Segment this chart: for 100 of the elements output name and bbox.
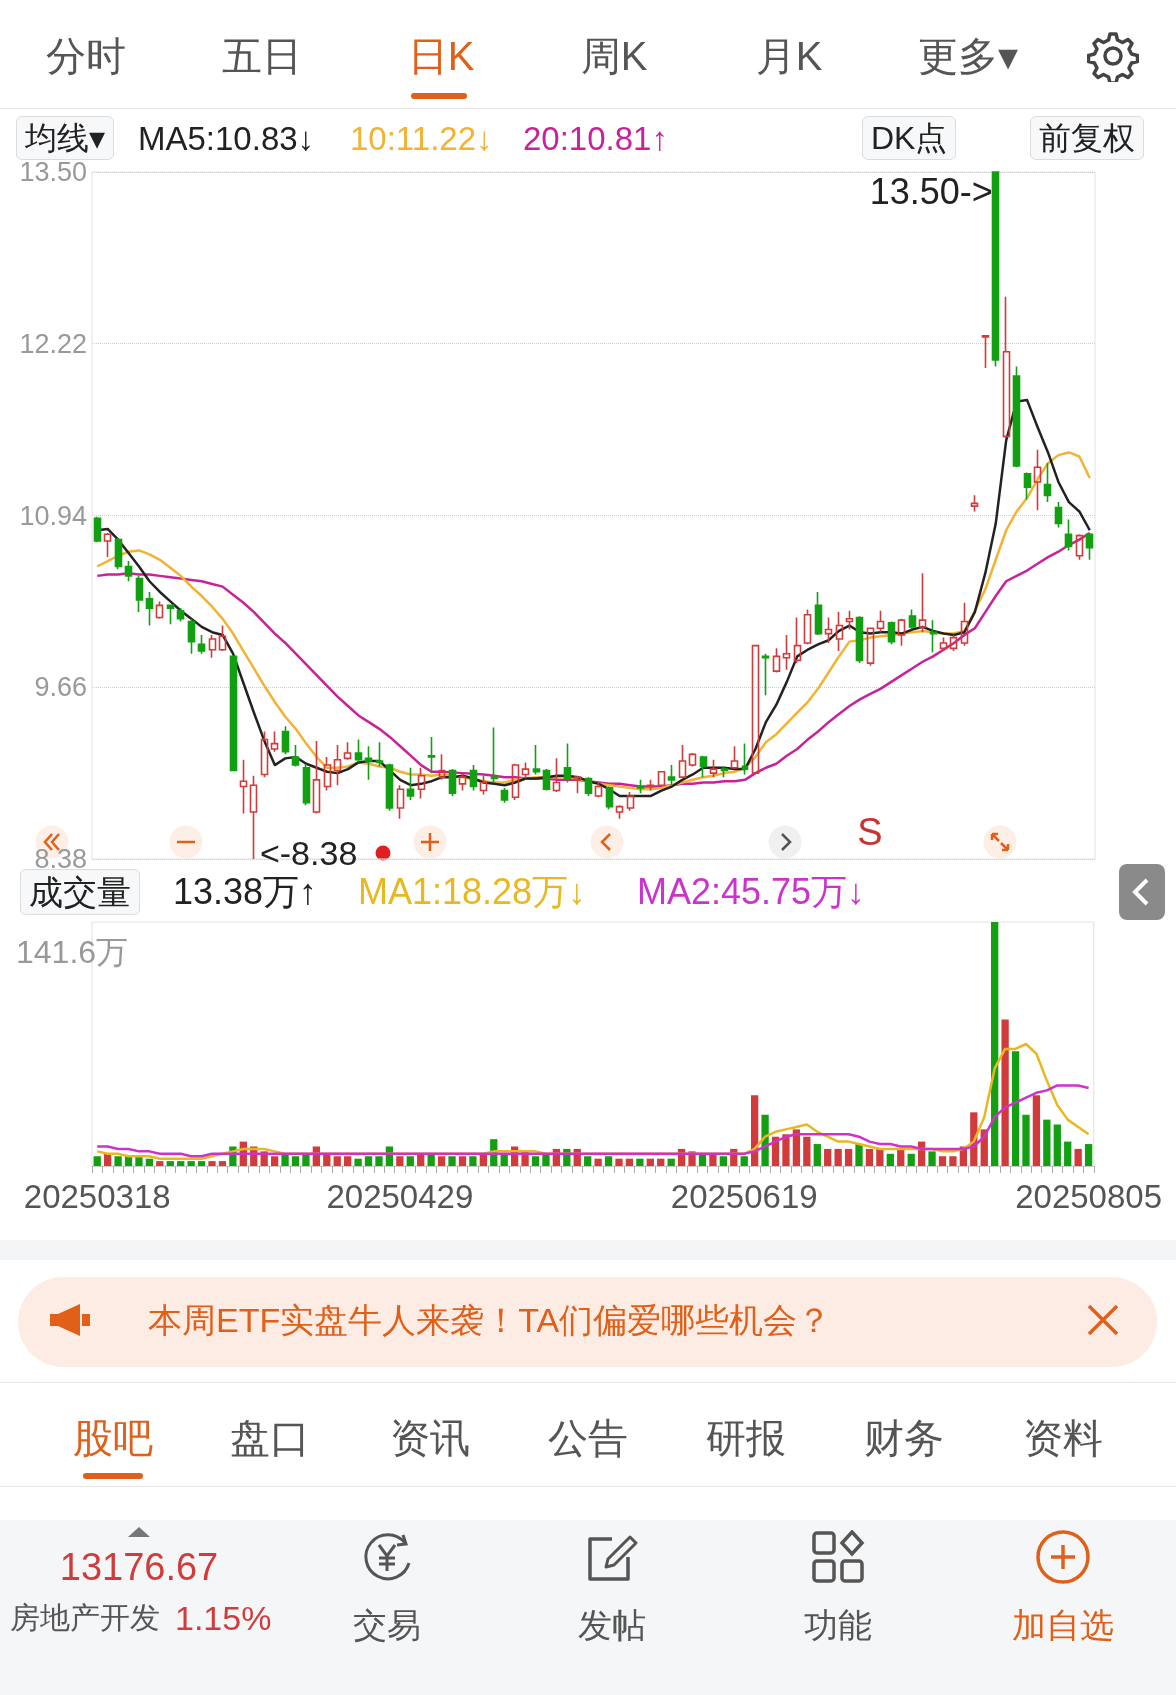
bar bbox=[354, 1158, 362, 1166]
bar bbox=[396, 1156, 404, 1166]
candlestick bbox=[678, 744, 687, 778]
candlestick bbox=[438, 753, 446, 781]
candlestick bbox=[584, 776, 593, 797]
candlestick bbox=[573, 775, 582, 795]
bar bbox=[344, 1156, 352, 1166]
candlestick bbox=[667, 764, 676, 786]
bar bbox=[834, 1148, 842, 1166]
text: 发帖 bbox=[578, 1606, 646, 1644]
candlestick bbox=[354, 738, 363, 764]
candlestick bbox=[406, 766, 415, 801]
bar bbox=[604, 1156, 613, 1166]
bar bbox=[886, 1153, 894, 1166]
text: 股吧 bbox=[73, 1416, 153, 1460]
candlestick bbox=[991, 171, 1000, 368]
candlestick bbox=[542, 768, 551, 792]
text: MA2:45.75万↓ bbox=[637, 871, 866, 912]
bar bbox=[1074, 1148, 1082, 1166]
candlestick bbox=[981, 334, 990, 369]
bar bbox=[949, 1156, 957, 1166]
candlestick bbox=[187, 618, 196, 655]
candlestick bbox=[229, 655, 238, 772]
candlestick bbox=[396, 784, 405, 820]
text: 资讯 bbox=[390, 1416, 470, 1460]
bar bbox=[531, 1156, 540, 1166]
candlestick bbox=[532, 744, 541, 776]
bar bbox=[542, 1153, 550, 1166]
annotation: 13.50-> bbox=[869, 171, 993, 212]
candlestick bbox=[1033, 448, 1042, 511]
bar bbox=[667, 1158, 675, 1166]
bar bbox=[865, 1148, 874, 1166]
text: 周K bbox=[580, 34, 648, 78]
text: 13176.67 bbox=[59, 1546, 219, 1588]
text: 加自选 bbox=[1012, 1606, 1114, 1644]
bar bbox=[636, 1158, 644, 1166]
candlestick bbox=[835, 611, 844, 652]
bar bbox=[375, 1156, 383, 1166]
candlestick bbox=[500, 787, 509, 804]
candlestick bbox=[730, 745, 739, 770]
y-tick-label: 13.50 bbox=[19, 157, 87, 187]
candlestick bbox=[103, 532, 112, 558]
candlestick bbox=[166, 604, 175, 625]
candlestick bbox=[908, 608, 917, 631]
bar bbox=[709, 1153, 717, 1166]
candlestick bbox=[615, 804, 624, 820]
bar bbox=[625, 1158, 634, 1166]
bar bbox=[448, 1156, 456, 1166]
candlestick bbox=[887, 620, 896, 646]
text: 分时 bbox=[46, 34, 126, 78]
candlestick bbox=[866, 627, 875, 667]
y-tick-label: 10.94 bbox=[19, 500, 87, 531]
candlestick bbox=[114, 537, 123, 570]
candlestick bbox=[176, 607, 185, 623]
text: 财务 bbox=[864, 1416, 944, 1460]
candlestick bbox=[302, 762, 311, 807]
candlestick bbox=[1064, 518, 1073, 552]
y-tick-label: 12.22 bbox=[19, 328, 87, 359]
bar bbox=[93, 1156, 101, 1166]
candlestick bbox=[772, 647, 781, 674]
candlestick bbox=[333, 744, 342, 786]
candlestick bbox=[803, 608, 812, 646]
candlestick bbox=[364, 745, 373, 781]
candlestick bbox=[1043, 462, 1052, 503]
bar bbox=[1001, 1019, 1009, 1166]
bar bbox=[218, 1161, 227, 1166]
candlestick bbox=[479, 775, 488, 796]
candlestick bbox=[657, 770, 666, 788]
candlestick bbox=[563, 742, 572, 784]
candlestick bbox=[793, 616, 802, 664]
candlestick bbox=[688, 752, 697, 768]
candlestick bbox=[949, 634, 958, 652]
bar bbox=[270, 1156, 279, 1166]
candlestick bbox=[281, 725, 290, 756]
bar bbox=[938, 1156, 947, 1166]
candlestick bbox=[626, 791, 635, 812]
candlestick bbox=[939, 636, 948, 652]
candlestick bbox=[824, 616, 833, 644]
candlestick bbox=[93, 516, 102, 544]
annotation: <-8.38 bbox=[259, 834, 358, 872]
text: 盘口 bbox=[230, 1416, 310, 1460]
bar bbox=[594, 1158, 602, 1166]
candlestick bbox=[876, 609, 885, 634]
bar bbox=[281, 1153, 289, 1166]
bar bbox=[740, 1156, 748, 1166]
text: 更多▾ bbox=[917, 34, 1019, 78]
bar bbox=[792, 1129, 801, 1166]
candlestick bbox=[699, 754, 708, 778]
candlestick bbox=[594, 781, 603, 799]
bar bbox=[876, 1148, 884, 1166]
candlestick bbox=[782, 634, 791, 671]
candlestick bbox=[417, 766, 426, 800]
candlestick bbox=[208, 634, 217, 659]
candlestick bbox=[291, 744, 300, 768]
bar bbox=[1084, 1144, 1093, 1166]
text: MA5:10.83↓ bbox=[138, 119, 315, 157]
bar bbox=[333, 1156, 341, 1166]
bar bbox=[469, 1156, 477, 1166]
x-tick-label: 20250429 bbox=[326, 1178, 474, 1215]
bar bbox=[855, 1144, 863, 1166]
